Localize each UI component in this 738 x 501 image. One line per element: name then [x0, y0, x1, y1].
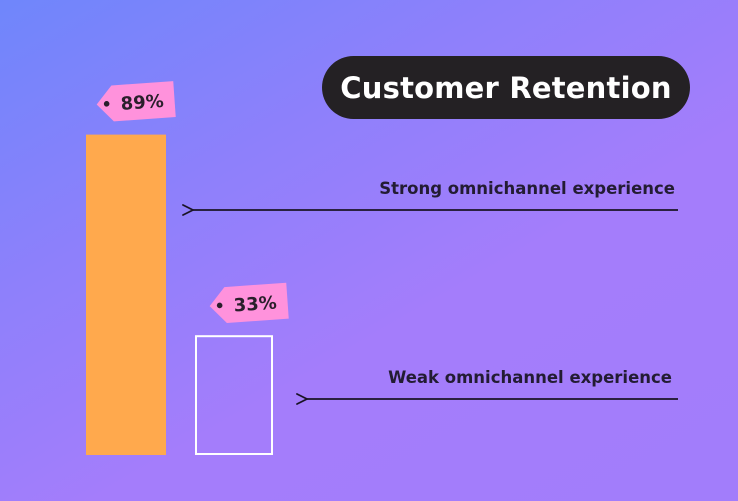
tag-hole: [103, 101, 110, 107]
strong-bar: [86, 134, 166, 455]
weak-value-label: 33%: [233, 292, 277, 316]
strong-value-tag: 89%: [96, 81, 176, 122]
weak-category-label: Weak omnichannel experience: [388, 368, 672, 387]
strong-value-label: 89%: [120, 91, 164, 115]
tag-shape: [209, 282, 289, 323]
tag-hole: [216, 302, 223, 309]
title-badge: Customer Retention: [322, 56, 690, 119]
strong-category-label: Strong omnichannel experience: [379, 179, 675, 198]
chart-title: Customer Retention: [340, 70, 672, 105]
tag-shape: [96, 81, 176, 122]
weak-bar: [195, 335, 273, 456]
weak-value-tag: 33%: [209, 282, 289, 323]
